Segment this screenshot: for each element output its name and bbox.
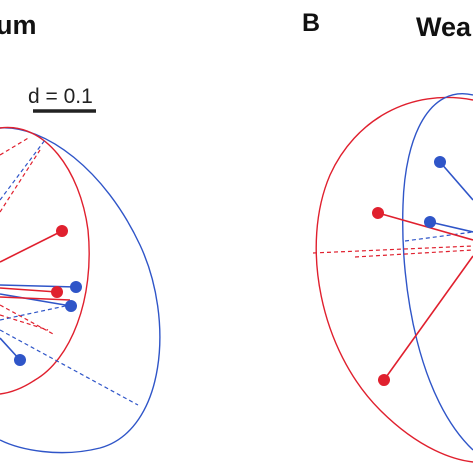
panel-b-red-spoke-2 <box>383 255 473 381</box>
panel-a-diagram <box>0 126 161 454</box>
panel-a-red-dashed-3 <box>0 304 56 336</box>
panel-a-blue-dashed-1 <box>0 139 46 201</box>
panel-a-blue-spoke-2 <box>0 293 72 307</box>
panel-a-red-spoke-1 <box>0 230 63 263</box>
panel-b-red-dashed-1 <box>312 245 473 254</box>
panel-a-blue-point-2 <box>65 300 77 312</box>
panel-b-red-circle <box>315 96 473 463</box>
panel-b-red-spoke-1 <box>377 212 473 241</box>
panel-a-blue-dashed-3 <box>0 329 139 406</box>
panel-b-red-point-2 <box>378 374 390 386</box>
panel-a-red-dashed-4 <box>0 314 49 331</box>
panel-a-blue-point-1 <box>70 281 82 293</box>
panel-a-red-point-2 <box>51 286 63 298</box>
panel-a-blue-point-3 <box>14 354 26 366</box>
panel-b-blue-point-1 <box>434 156 446 168</box>
panel-b-blue-spoke-1 <box>439 161 473 201</box>
panel-b-letter: B <box>302 9 320 37</box>
panel-a-blue-spoke-1 <box>0 284 77 288</box>
panel-b-blue-spoke-2 <box>429 221 473 233</box>
panel-a-red-spoke-2 <box>0 287 58 293</box>
panel-a-red-spoke-3 <box>0 296 71 301</box>
panel-b-title: Wea <box>416 12 472 42</box>
panel-a-blue-ellipse <box>0 127 161 454</box>
panel-b-diagram <box>312 93 473 463</box>
panel-a-red-ellipse <box>0 126 90 395</box>
panel-a-red-dashed-2 <box>0 149 41 213</box>
panel-a-blue-dashed-2 <box>0 304 71 321</box>
panel-b-blue-dashed-1 <box>404 231 473 242</box>
panel-a-red-point-1 <box>56 225 68 237</box>
panel-a-red-dashed-1 <box>0 136 31 156</box>
scale-bar-label: d = 0.1 <box>28 85 93 108</box>
panel-b-blue-ellipse <box>402 93 473 451</box>
panel-b-red-point-1 <box>372 207 384 219</box>
panel-b-red-dashed-2 <box>354 249 473 258</box>
panel-a-title: um <box>0 10 37 40</box>
panel-b-blue-point-2 <box>424 216 436 228</box>
